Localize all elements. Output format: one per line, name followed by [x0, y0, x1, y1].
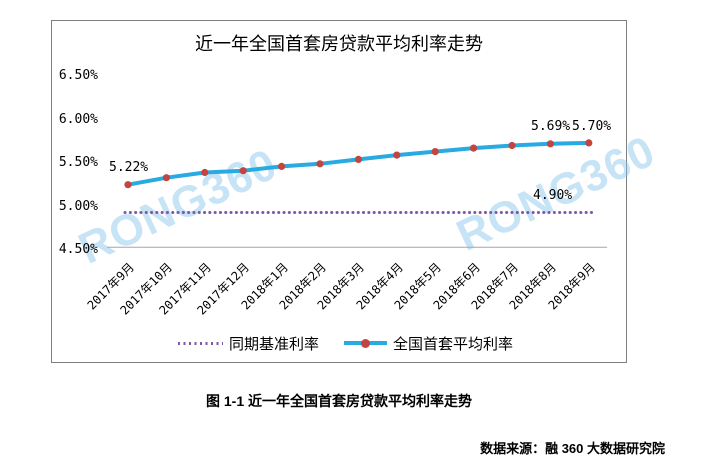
chart-title: 近一年全国首套房贷款平均利率走势 — [195, 34, 483, 54]
data-point-marker — [124, 181, 132, 189]
data-point-marker — [585, 139, 593, 147]
figure-caption: 图 1-1 近一年全国首套房贷款平均利率走势 — [205, 393, 472, 409]
data-point-marker — [393, 151, 401, 159]
data-point-marker — [546, 140, 554, 148]
y-axis-label: 5.00% — [58, 198, 98, 214]
y-axis-label: 6.00% — [58, 111, 98, 127]
data-point-marker — [431, 148, 439, 156]
y-axis-label: 4.50% — [58, 242, 98, 257]
legend-marker-dot-icon — [361, 338, 371, 348]
data-source: 数据来源：融 360 大数据研究院 — [480, 441, 665, 456]
data-point-marker — [201, 168, 209, 177]
data-point-label-aug: 5.69% — [531, 119, 571, 134]
data-point-label-first: 5.22% — [109, 160, 149, 175]
data-point-marker — [354, 155, 362, 163]
data-point-marker — [508, 141, 516, 150]
legend-swatch-line — [344, 338, 388, 348]
main-series-line — [126, 140, 591, 187]
chart-legend: 同期基准利率 全国首套平均利率 — [178, 335, 514, 353]
baseline-value-label: 4.90% — [533, 188, 573, 203]
legend-swatch-dotted — [178, 341, 223, 345]
data-point-marker — [239, 167, 247, 175]
plot-area — [107, 139, 607, 248]
data-point-marker — [162, 174, 170, 182]
data-point-marker — [316, 160, 324, 168]
data-point-label-sep: 5.70% — [572, 119, 612, 134]
data-point-marker — [278, 162, 286, 170]
data-point-marker — [470, 144, 478, 152]
legend-label-baseline: 同期基准利率 — [229, 335, 320, 353]
y-axis-label: 5.50% — [58, 155, 98, 170]
legend-label-main: 全国首套平均利率 — [393, 335, 514, 353]
y-axis-label: 6.50% — [58, 68, 98, 83]
chart-frame — [51, 20, 627, 363]
